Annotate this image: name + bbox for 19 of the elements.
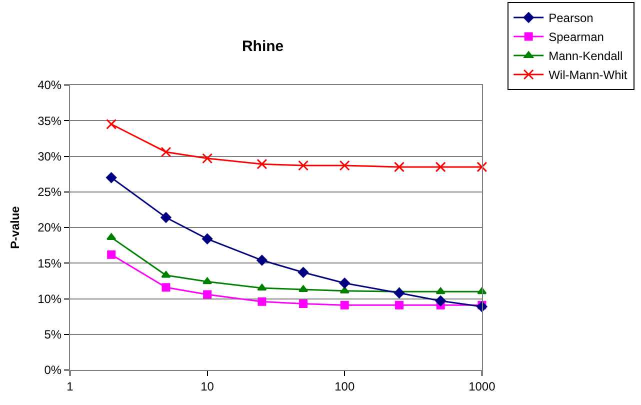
x-tick-label: 1: [66, 379, 74, 394]
legend-label: Wil-Mann-Whit: [548, 68, 628, 82]
y-tick-label: 30%: [38, 149, 62, 164]
y-tick-label: 15%: [38, 256, 62, 270]
y-tick-label: 10%: [38, 292, 62, 306]
legend-label: Spearman: [548, 30, 604, 44]
chart-title: Rhine: [242, 38, 284, 55]
x-tick-label: 10: [200, 379, 214, 394]
y-tick-label: 20%: [38, 220, 62, 235]
y-tick-label: 40%: [38, 78, 62, 92]
y-tick-label: 35%: [38, 114, 62, 128]
y-axis-title: P-value: [8, 206, 22, 249]
y-tick-label: 0%: [44, 363, 62, 378]
x-tick-label: 1000: [468, 379, 496, 394]
y-tick-label: 5%: [44, 328, 62, 342]
y-tick-label: 25%: [38, 185, 62, 200]
x-tick-label: 100: [334, 379, 355, 394]
legend-label: Mann-Kendall: [548, 49, 623, 64]
legend-label: Pearson: [548, 11, 594, 26]
